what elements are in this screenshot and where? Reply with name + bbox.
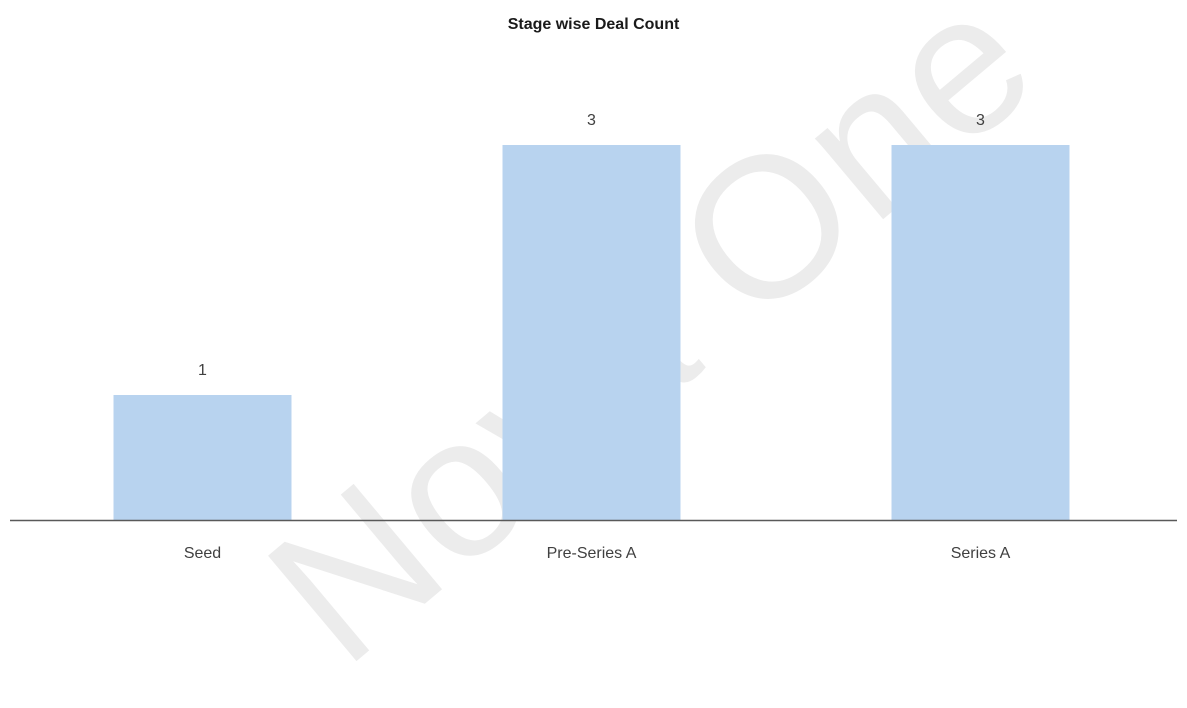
chart-title: Stage wise Deal Count — [507, 16, 680, 33]
x-tick-label: Series A — [951, 545, 1011, 562]
bar-chart: 1 Seed 3 Pre-Series A 3 Series A — [10, 112, 1177, 562]
data-label: 3 — [976, 112, 985, 129]
x-tick-label: Pre-Series A — [547, 545, 637, 562]
x-tick-label: Seed — [184, 545, 221, 562]
data-label: 1 — [198, 362, 207, 379]
bar-seed — [113, 395, 292, 520]
bar-pre-series-a — [502, 145, 681, 520]
bar-series-a — [891, 145, 1070, 520]
data-label: 3 — [587, 112, 596, 129]
